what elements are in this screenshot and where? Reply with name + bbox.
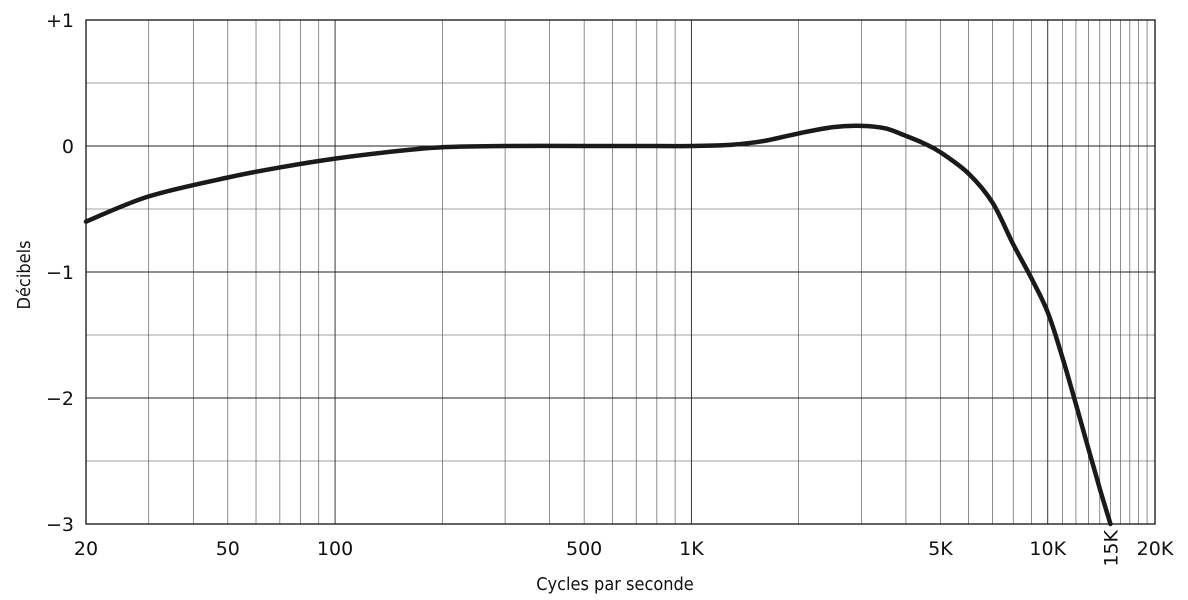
plot-border	[85, 19, 1156, 525]
x-axis-title: Cycles par seconde	[536, 574, 694, 595]
x-tick-label: 5K	[928, 538, 953, 560]
x-tick-label: 500	[566, 538, 602, 560]
grid	[85, 19, 1156, 525]
x-tick-label: 100	[317, 538, 353, 560]
y-tick-labels: +1 0 −1 −2 −3	[46, 10, 74, 536]
y-tick-label: 0	[62, 136, 74, 158]
y-tick-label: −2	[46, 388, 74, 410]
response-curve	[83, 123, 1113, 527]
y-axis-title: Décibels	[14, 240, 35, 309]
x-tick-label: 20	[74, 538, 98, 560]
x-tick-label: 1K	[679, 538, 704, 560]
x-tick-label: 10K	[1029, 538, 1066, 560]
x-tick-label: 20K	[1137, 538, 1174, 560]
plot-frame	[85, 19, 1156, 525]
y-tick-label: +1	[46, 10, 74, 32]
series-layer	[83, 123, 1113, 527]
x-tick-labels: 20 50 100 500 1K 5K 10K 15K 20K	[74, 529, 1174, 566]
x-tick-label: 15K	[1100, 529, 1122, 566]
y-tick-label: −3	[46, 514, 74, 536]
y-tick-label: −1	[46, 262, 74, 284]
x-tick-label: 50	[216, 538, 240, 560]
